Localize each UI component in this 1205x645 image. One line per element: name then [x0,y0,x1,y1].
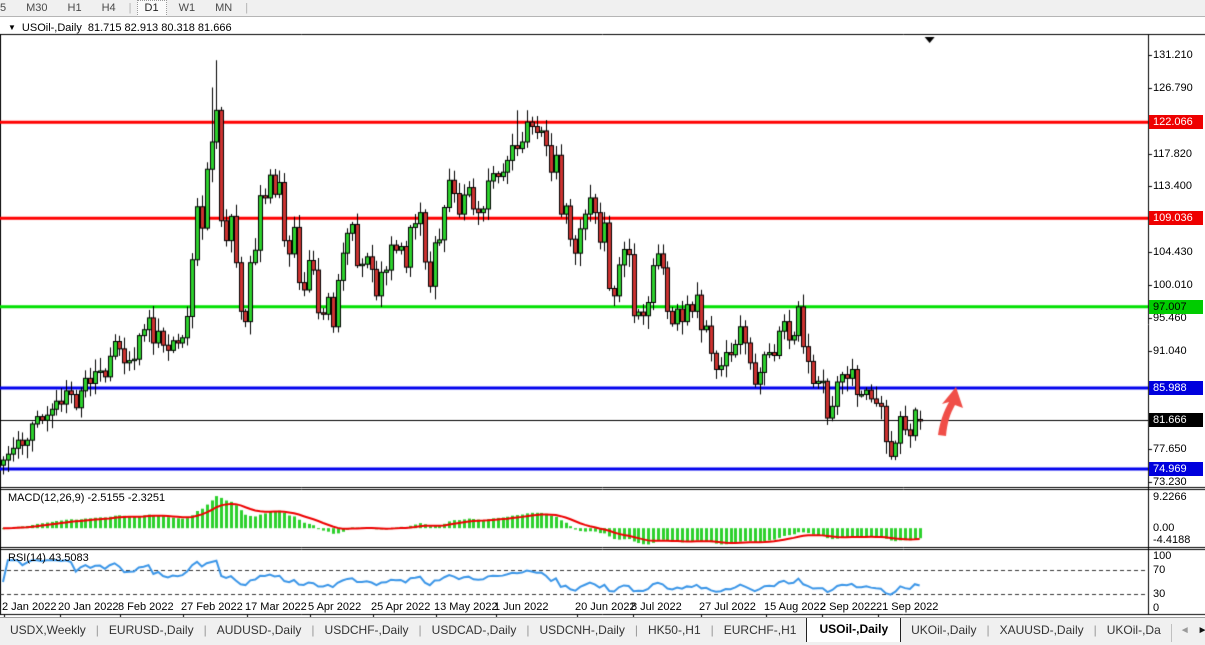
timeframe-button-d1[interactable]: D1 [136,0,167,16]
price-tick-label: 95.460 [1153,312,1187,325]
timeframe-button-h4[interactable]: H4 [101,1,116,14]
date-tick-label: 21 Sep 2022 [876,601,939,613]
current-price-label: 81.666 [1149,412,1203,427]
date-tick-label: 8 Jul 2022 [631,601,682,613]
bottom-strip [0,642,1205,645]
tabs-scroll-right-icon[interactable]: ► [1198,626,1205,636]
rsi-scale-label: 0 [1153,602,1160,614]
level-price-label: 109.036 [1149,211,1203,226]
date-tick-label: 25 Apr 2022 [371,601,431,613]
timeframe-button-h1[interactable]: H1 [67,1,82,14]
date-tick-label: 2 Sep 2022 [820,601,877,613]
macd-scale-min-label: -4.4188 [1153,534,1191,546]
timeframe-button-m30[interactable]: M30 [26,1,48,14]
tab-separator: | [526,623,530,637]
tab-separator: | [634,623,638,637]
rsi-scale-label: 100 [1153,550,1172,562]
symbol-tabs-bar: USDX,Weekly | EURUSD-,Daily | AUDUSD-,Daily |… [0,617,1205,642]
tabs-scroll-left-icon[interactable]: ◄ [1179,625,1190,636]
date-tick-label: 20 Jun 2022 [575,601,636,613]
chevron-down-icon[interactable]: ▼ [8,23,16,32]
date-tick-label: 2 Jan 2022 [2,601,57,613]
chart-title: ▼ USOil-,Daily 81.715 82.913 80.318 81.6… [8,22,232,34]
price-tick-label: 100.010 [1153,278,1193,291]
level-price-label: 85.988 [1149,380,1203,395]
tab-separator: | [418,623,422,637]
date-tick-label: 15 Aug 2022 [764,601,826,613]
timeframe-button-mn[interactable]: MN [215,1,233,14]
tab-separator: | [986,623,990,637]
macd-scale-zero-label: 0.00 [1153,522,1175,535]
tab-separator: | [95,623,99,637]
date-tick-label: 13 May 2022 [434,601,498,613]
price-tick-label: 117.820 [1153,147,1192,160]
tab-usoil-daily[interactable]: USOil-,Daily [806,618,902,642]
level-price-label: 74.969 [1149,462,1203,477]
timeframe-toolbar: 5 M30 H1 H4 | D1 W1 MN | [0,0,1205,17]
rsi-scale-label: 70 [1153,563,1166,576]
tab-separator: | [710,623,714,637]
tab-ukoil-da[interactable]: UKOil-,Da [1106,623,1161,637]
tab-separator: | [203,623,207,637]
rsi-scale-label: 30 [1153,588,1166,601]
price-tick-label: 77.650 [1153,443,1187,456]
chart-ohlc-values: 81.715 82.913 80.318 81.666 [87,22,232,34]
price-tick-label: 104.430 [1153,246,1193,259]
date-tick-label: 27 Jul 2022 [699,601,756,613]
tab-usdcnh-daily[interactable]: USDCNH-,Daily [539,623,625,637]
chart-symbol-label: USOil-,Daily [21,22,82,34]
macd-indicator-label: MACD(12,26,9) -2.5155 -2.3251 [8,492,166,504]
toolbar-separator: | [128,2,132,14]
rsi-indicator-label: RSI(14) 43.5083 [8,552,89,564]
level-price-label: 122.066 [1149,115,1203,130]
tab-separator: | [1093,623,1097,637]
price-tick-label: 113.400 [1153,180,1192,193]
tab-eurchf-h1[interactable]: EURCHF-,H1 [723,623,797,637]
date-tick-label: 17 Mar 2022 [245,601,307,613]
tab-usdchf-daily[interactable]: USDCHF-,Daily [324,623,409,637]
tab-ukoil-daily[interactable]: UKOil-,Daily [911,623,977,637]
timeframe-button-5[interactable]: 5 [0,1,7,14]
tab-audusd-daily[interactable]: AUDUSD-,Daily [216,623,302,637]
price-tick-label: 91.040 [1153,344,1187,357]
chart-window[interactable]: ▼ USOil-,Daily 81.715 82.913 80.318 81.6… [0,17,1205,617]
tab-xauusd-daily[interactable]: XAUUSD-,Daily [999,623,1084,637]
tab-hk50-h1[interactable]: HK50-,H1 [647,623,701,637]
date-tick-label: 27 Feb 2022 [181,601,243,613]
tab-usdx-weekly[interactable]: USDX,Weekly [10,623,86,637]
timeframe-button-w1[interactable]: W1 [178,1,196,14]
price-tick-label: 126.790 [1153,81,1193,94]
price-chart-canvas[interactable] [0,17,1205,617]
date-tick-label: 20 Jan 2022 [58,601,119,613]
price-tick-label: 73.230 [1153,475,1187,488]
date-tick-label: 5 Apr 2022 [308,601,362,613]
macd-scale-max-label: 9.2266 [1153,491,1187,503]
level-price-label: 97.007 [1149,299,1203,314]
price-tick-label: 131.210 [1153,49,1193,62]
date-tick-label: 8 Feb 2022 [118,601,174,613]
tab-eurusd-daily[interactable]: EURUSD-,Daily [108,623,194,637]
tab-scroll-controls: ◄► [1170,624,1205,642]
date-tick-label: 1 Jun 2022 [494,601,549,613]
toolbar-separator: | [245,2,249,14]
tab-usdcad-daily[interactable]: USDCAD-,Daily [431,623,517,637]
tab-separator: | [311,623,315,637]
